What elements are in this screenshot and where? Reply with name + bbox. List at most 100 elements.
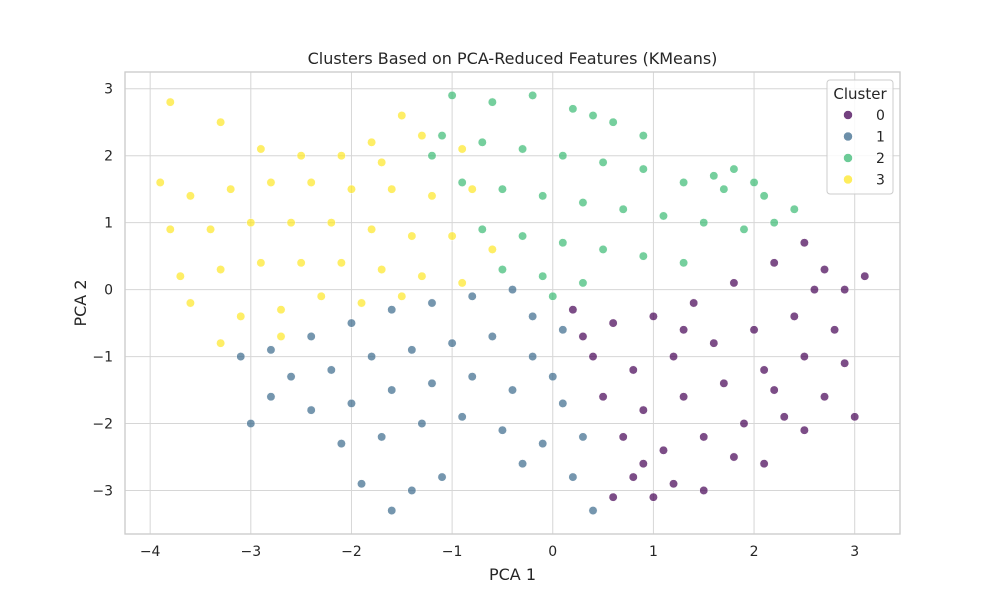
legend-label: 1 <box>876 130 885 146</box>
x-tick-label: −2 <box>341 544 362 560</box>
data-point <box>578 278 588 288</box>
data-point <box>336 151 346 161</box>
data-point <box>729 278 739 288</box>
data-point <box>739 224 749 234</box>
data-point <box>286 218 296 228</box>
legend-label: 0 <box>876 108 885 124</box>
data-point <box>427 378 437 388</box>
data-point <box>427 191 437 201</box>
data-point <box>377 157 387 167</box>
x-tick-label: −1 <box>442 544 463 560</box>
data-point <box>518 231 528 241</box>
data-point <box>296 151 306 161</box>
data-point <box>447 90 457 100</box>
data-point <box>538 271 548 281</box>
series-2 <box>427 90 799 301</box>
data-point <box>467 291 477 301</box>
data-point <box>306 178 316 187</box>
data-point <box>276 305 286 315</box>
data-point <box>528 311 538 321</box>
data-point <box>598 392 608 402</box>
data-point <box>679 325 689 335</box>
data-point <box>749 178 759 187</box>
legend-marker <box>843 153 853 163</box>
data-point <box>709 338 719 348</box>
data-point <box>558 151 568 161</box>
legend-label: 2 <box>876 151 885 167</box>
data-point <box>387 385 397 395</box>
y-tick-label: 0 <box>104 283 113 299</box>
data-point <box>528 352 538 362</box>
data-point <box>347 184 356 194</box>
data-point <box>467 372 477 382</box>
data-point <box>397 291 407 301</box>
data-point <box>548 372 558 382</box>
y-tick-label: −1 <box>92 350 113 366</box>
data-point <box>387 506 397 516</box>
data-point <box>799 425 809 435</box>
data-point <box>377 265 387 274</box>
x-tick-label: 1 <box>649 544 658 560</box>
data-point <box>789 204 799 214</box>
data-point <box>799 238 809 248</box>
data-point <box>820 265 829 274</box>
data-point <box>447 231 457 241</box>
chart-title: Clusters Based on PCA-Reduced Features (… <box>308 49 718 68</box>
y-axis-ticks: −3 −2 −1 0 1 2 3 <box>92 82 113 500</box>
data-point <box>689 298 699 308</box>
series-0 <box>568 238 870 502</box>
data-point <box>588 111 598 120</box>
legend-marker <box>843 131 853 142</box>
data-point <box>638 164 648 174</box>
data-point <box>699 218 709 228</box>
data-point <box>155 178 165 187</box>
data-point <box>347 318 356 328</box>
data-point <box>769 385 779 395</box>
data-point <box>779 412 789 422</box>
data-point <box>608 117 618 127</box>
data-point <box>347 398 356 408</box>
data-point <box>216 117 226 127</box>
data-point <box>407 345 417 355</box>
data-point <box>820 392 829 402</box>
data-point <box>457 278 467 288</box>
data-point <box>367 352 377 362</box>
data-point <box>336 258 346 268</box>
data-point <box>759 365 769 375</box>
data-point <box>306 405 316 415</box>
data-point <box>357 479 366 489</box>
data-point <box>558 238 568 248</box>
data-point <box>679 392 689 402</box>
data-point <box>568 472 578 482</box>
data-point <box>206 224 216 234</box>
y-tick-label: 2 <box>104 149 113 165</box>
data-point <box>679 258 689 268</box>
data-point <box>598 244 608 254</box>
x-axis-label: PCA 1 <box>489 565 536 584</box>
data-point <box>578 198 588 208</box>
data-point <box>326 365 336 375</box>
data-point <box>628 472 638 482</box>
data-point <box>266 345 276 355</box>
data-point <box>518 144 528 154</box>
data-point <box>417 271 427 281</box>
plot-area <box>124 71 901 535</box>
data-point <box>789 311 799 321</box>
data-point <box>669 479 678 489</box>
data-point <box>417 419 427 428</box>
data-point <box>185 298 195 308</box>
data-point <box>648 492 658 502</box>
data-point <box>538 191 548 201</box>
data-point <box>477 137 487 147</box>
data-point <box>487 97 497 107</box>
data-point <box>216 265 226 274</box>
legend-marker <box>843 110 853 120</box>
data-point <box>336 439 346 449</box>
data-point <box>638 251 648 261</box>
x-tick-label: 3 <box>850 544 859 560</box>
series-1 <box>236 285 598 516</box>
data-point <box>417 131 427 141</box>
data-point <box>236 352 246 362</box>
data-point <box>719 378 729 388</box>
data-point <box>578 432 588 442</box>
